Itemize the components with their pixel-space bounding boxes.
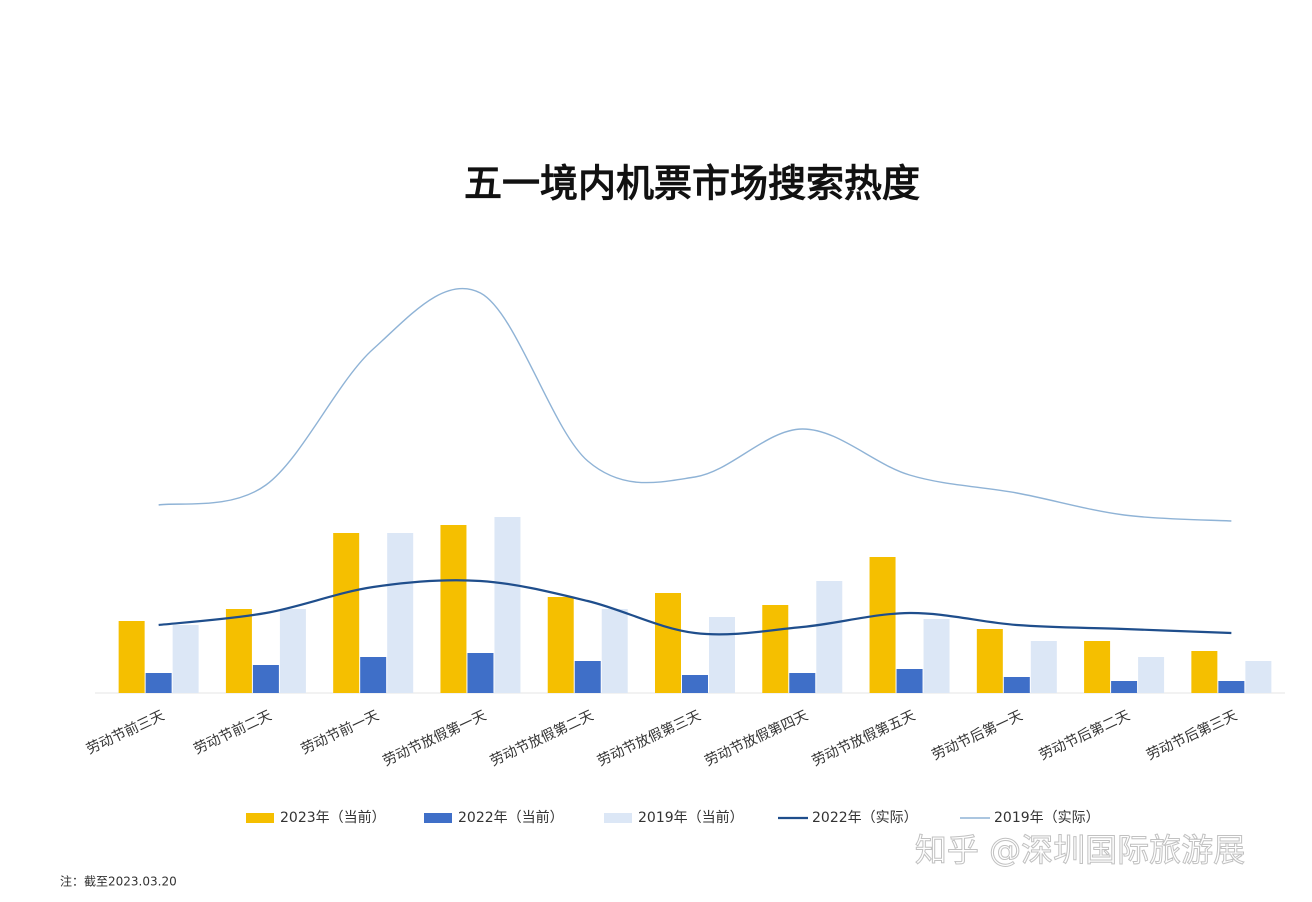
bar: [1138, 657, 1165, 693]
bar: [1084, 641, 1111, 693]
bar: [279, 609, 306, 693]
bar: [816, 581, 843, 693]
watermark: 知乎 @深圳国际旅游展: [915, 831, 1245, 869]
bar: [494, 517, 521, 693]
bar: [896, 669, 923, 693]
bar: [1245, 661, 1272, 693]
bar: [172, 625, 199, 693]
chart-title: 五一境内机票市场搜索热度: [464, 162, 920, 206]
bar: [1030, 641, 1057, 693]
bar: [360, 657, 387, 693]
legend-swatch: [604, 813, 632, 823]
legend-label: 2023年（当前）: [280, 809, 386, 826]
bar: [762, 605, 789, 693]
bar: [574, 661, 601, 693]
legend-label: 2019年（当前）: [638, 809, 744, 826]
note: 注：截至2023.03.20: [60, 874, 177, 889]
bar: [682, 675, 708, 693]
bar: [976, 629, 1003, 693]
bar: [923, 619, 950, 693]
bar: [601, 609, 628, 693]
bar: [1111, 681, 1138, 693]
line: [158, 579, 1232, 636]
legend-label: 2019年（实际）: [994, 810, 1100, 826]
legend-swatch: [424, 813, 452, 823]
bar: [440, 525, 467, 693]
bar: [333, 533, 360, 693]
legend-label: 2022年（实际）: [812, 810, 918, 826]
bar: [1191, 651, 1218, 693]
bar: [1003, 677, 1030, 693]
bar: [655, 593, 681, 693]
legend-swatch: [246, 813, 274, 823]
bar: [1218, 681, 1245, 693]
line: [158, 287, 1232, 522]
bar: [387, 533, 414, 693]
bar: [869, 557, 896, 693]
bar: [547, 597, 574, 693]
bar: [789, 673, 816, 693]
bar: [709, 617, 735, 693]
bar: [145, 673, 172, 693]
bar: [467, 653, 494, 693]
bar: [252, 665, 279, 693]
bar: [118, 621, 145, 693]
bar: [225, 609, 252, 693]
legend-label: 2022年（当前）: [458, 809, 564, 826]
